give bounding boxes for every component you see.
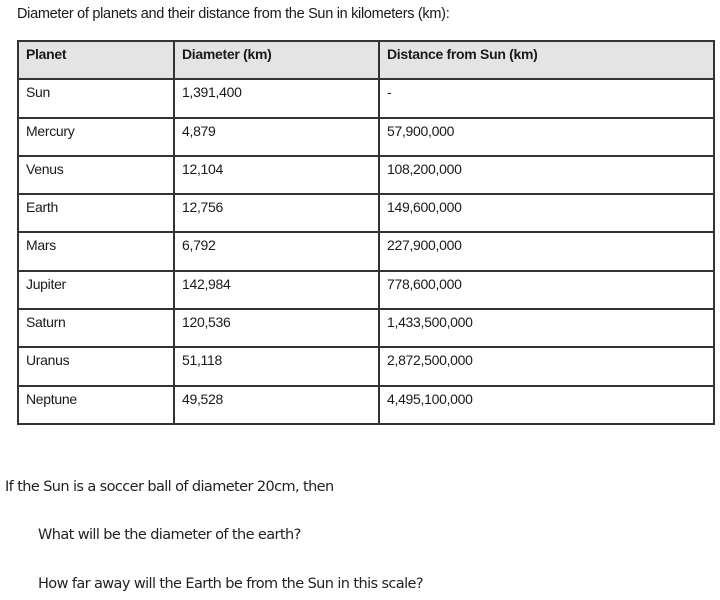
cell-diameter: 142,984 xyxy=(173,269,380,311)
table-row: Earth 12,756 149,600,000 xyxy=(17,193,715,234)
table-row: Mercury 4,879 57,900,000 xyxy=(17,116,715,157)
question-earth-diameter: What will be the diameter of the earth? xyxy=(38,527,301,543)
cell-planet: Jupiter xyxy=(17,269,175,311)
header-distance: Distance from Sun (km) xyxy=(378,39,715,81)
table-row: Jupiter 142,984 778,600,000 xyxy=(17,269,715,311)
question-earth-distance: How far away will the Earth be from the … xyxy=(38,576,424,592)
cell-planet: Mars xyxy=(17,231,175,272)
cell-distance: 2,872,500,000 xyxy=(378,346,715,387)
cell-distance: 778,600,000 xyxy=(378,269,715,311)
table-row: Uranus 51,118 2,872,500,000 xyxy=(17,346,715,387)
table-row: Mars 6,792 227,900,000 xyxy=(17,231,715,272)
cell-diameter: 1,391,400 xyxy=(173,78,380,119)
cell-diameter: 12,756 xyxy=(173,193,380,234)
cell-planet: Earth xyxy=(17,193,175,234)
header-planet: Planet xyxy=(17,39,175,81)
cell-diameter: 49,528 xyxy=(173,384,380,425)
header-diameter: Diameter (km) xyxy=(173,39,380,81)
cell-diameter: 120,536 xyxy=(173,308,380,349)
table-row: Sun 1,391,400- xyxy=(17,78,715,119)
document-title: Diameter of planets and their distance f… xyxy=(17,6,450,22)
cell-planet: Mercury xyxy=(17,116,175,157)
cell-planet: Uranus xyxy=(17,346,175,387)
cell-planet: Neptune xyxy=(17,384,175,425)
cell-distance: - xyxy=(378,78,715,119)
cell-distance: 108,200,000 xyxy=(378,154,715,196)
cell-diameter: 4,879 xyxy=(173,116,380,157)
table-header-row: Planet Diameter (km) Distance from Sun (… xyxy=(17,39,715,81)
cell-planet: Sun xyxy=(17,78,175,119)
table-row: Neptune 49,528 4,495,100,000 xyxy=(17,384,715,425)
scale-prompt: If the Sun is a soccer ball of diameter … xyxy=(5,479,334,495)
planets-table: Planet Diameter (km) Distance from Sun (… xyxy=(17,39,715,425)
cell-planet: Saturn xyxy=(17,308,175,349)
cell-diameter: 12,104 xyxy=(173,154,380,196)
table-row: Saturn 120,536 1,433,500,000 xyxy=(17,308,715,349)
cell-distance: 1,433,500,000 xyxy=(378,308,715,349)
cell-distance: 57,900,000 xyxy=(378,116,715,157)
table-row: Venus 12,104 108,200,000 xyxy=(17,154,715,196)
cell-distance: 227,900,000 xyxy=(378,231,715,272)
cell-planet: Venus xyxy=(17,154,175,196)
cell-distance: 149,600,000 xyxy=(378,193,715,234)
cell-diameter: 6,792 xyxy=(173,231,380,272)
cell-diameter: 51,118 xyxy=(173,346,380,387)
cell-distance: 4,495,100,000 xyxy=(378,384,715,425)
